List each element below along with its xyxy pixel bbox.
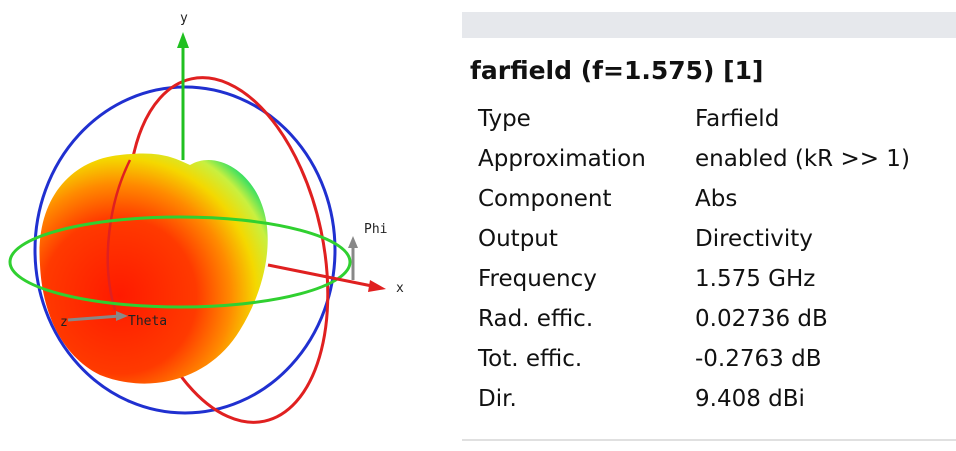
info-row: Frequency 1.575 GHz <box>478 266 815 292</box>
row-value: Directivity <box>695 226 813 252</box>
theta-arrow <box>116 311 128 321</box>
row-label: Rad. effic. <box>478 306 594 332</box>
row-label: Frequency <box>478 266 597 292</box>
info-row: Type Farfield <box>478 106 779 132</box>
row-value: 9.408 dBi <box>695 386 805 412</box>
axis-label: Theta <box>128 314 167 329</box>
y-arrow <box>177 32 189 48</box>
divider <box>462 439 956 441</box>
info-row: Component Abs <box>478 186 737 212</box>
row-value: 1.575 GHz <box>695 266 816 292</box>
row-value: Farfield <box>695 106 780 132</box>
axis-label: x <box>396 281 404 296</box>
x-arrow <box>368 280 386 292</box>
row-label: Output <box>478 226 558 252</box>
theta-axis <box>67 314 121 322</box>
radiation-pattern <box>39 153 268 384</box>
info-row: Tot. effic. -0.2763 dB <box>478 346 821 372</box>
row-label: Approximation <box>478 146 646 172</box>
info-row: Approximation enabled (kR >> 1) <box>478 146 910 172</box>
header-bar <box>462 12 956 38</box>
row-value: -0.2763 dB <box>695 346 822 372</box>
row-value: 0.02736 dB <box>695 306 828 332</box>
axis-label: y <box>180 11 188 26</box>
row-label: Dir. <box>478 386 517 412</box>
axis-label: Phi <box>364 222 387 237</box>
x-axis <box>267 263 373 288</box>
info-row: Dir. 9.408 dBi <box>478 386 805 412</box>
row-label: Component <box>478 186 612 212</box>
info-row: Output Directivity <box>478 226 813 252</box>
row-value: Abs <box>695 186 738 212</box>
panel-title: farfield (f=1.575) [1] <box>470 56 764 85</box>
farfield-plot: y x z Phi Theta <box>8 11 404 424</box>
row-label: Tot. effic. <box>478 346 583 372</box>
row-label: Type <box>478 106 531 132</box>
info-panel: farfield (f=1.575) [1] Type Farfield Appro… <box>462 12 956 442</box>
ring-green <box>8 215 352 309</box>
row-value: enabled (kR >> 1) <box>695 146 910 172</box>
ring-blue <box>33 85 337 415</box>
phi-arrow <box>348 236 358 248</box>
ring-red-front <box>106 159 132 311</box>
axis-label: z <box>60 315 68 330</box>
info-row: Rad. effic. 0.02736 dB <box>478 306 828 332</box>
